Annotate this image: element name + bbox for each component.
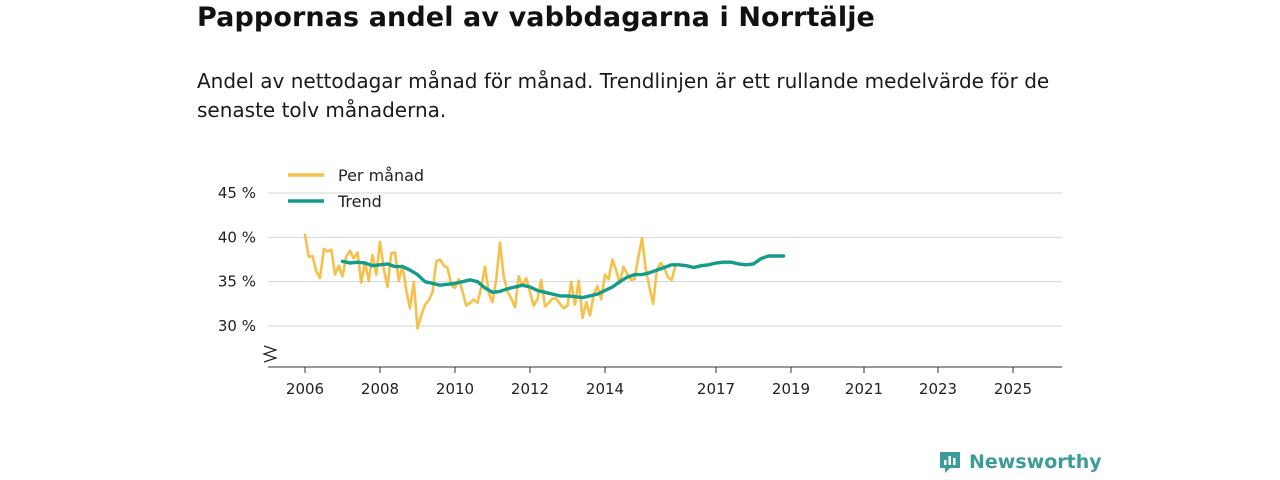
x-tick-label: 2021	[845, 380, 883, 398]
newsworthy-logo: Newsworthy	[938, 450, 1102, 474]
legend-label: Trend	[337, 192, 382, 211]
x-tick-label: 2008	[361, 380, 399, 398]
x-tick-label: 2014	[586, 380, 624, 398]
chart-title: Pappornas andel av vabbdagarna i Norrtäl…	[197, 2, 875, 33]
y-tick-label: 40 %	[218, 228, 256, 246]
x-tick-label: 2017	[697, 380, 735, 398]
y-tick-label: 30 %	[218, 317, 256, 335]
axis-break-icon	[262, 345, 278, 363]
series-line-trend	[340, 254, 786, 300]
newsworthy-wordmark: Newsworthy	[969, 451, 1102, 473]
x-tick-label: 2006	[286, 380, 324, 398]
legend-label: Per månad	[338, 166, 424, 185]
newsworthy-icon	[940, 452, 960, 473]
x-tick-label: 2012	[511, 380, 549, 398]
axis-layer: 30 % 35 % 40 % 45 % 2006 2008 2010 2012 2014 2017…	[218, 184, 1062, 398]
x-tick-label: 2025	[994, 380, 1032, 398]
x-tick-label: 2019	[772, 380, 810, 398]
legend: Per månad Trend	[288, 166, 424, 211]
y-tick-label: 45 %	[218, 184, 256, 202]
x-tick-label: 2010	[436, 380, 474, 398]
series-line-per-manad	[303, 233, 677, 330]
x-tick-label: 2023	[919, 380, 957, 398]
grid-layer	[268, 192, 1062, 327]
y-tick-label: 35 %	[218, 273, 256, 291]
series-layer	[303, 233, 786, 330]
chart-subtitle: Andel av nettodagar månad för månad. Tre…	[197, 69, 1050, 122]
